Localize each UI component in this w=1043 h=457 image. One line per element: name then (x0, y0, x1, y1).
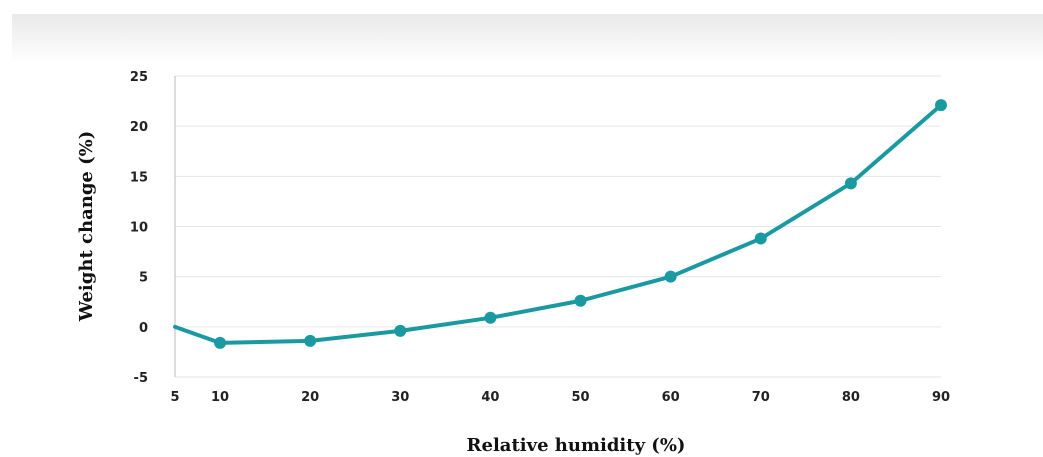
data-point (484, 311, 497, 324)
y-axis-title: Weight change (%) (76, 131, 97, 323)
data-point (304, 334, 317, 347)
data-point (664, 270, 677, 283)
data-point (754, 232, 767, 245)
gridlines (175, 75, 941, 378)
data-point (844, 177, 857, 190)
x-tick-label: 60 (662, 390, 680, 405)
y-tick-label: -5 (134, 371, 148, 386)
y-tick-label: 20 (130, 120, 148, 135)
x-tick-label: 40 (481, 390, 499, 405)
series-line (173, 103, 943, 345)
x-tick-label: 30 (391, 390, 409, 405)
y-tick-label: 5 (139, 271, 148, 286)
data-point (574, 294, 587, 307)
x-tick-label: 5 (170, 390, 179, 405)
y-tick-label: 0 (139, 321, 148, 336)
x-tick-label: 70 (752, 390, 770, 405)
x-tick-label: 80 (842, 390, 860, 405)
y-tick-label: 10 (130, 221, 148, 236)
chart-top-band (12, 14, 1043, 154)
y-tick-label: 15 (130, 170, 148, 185)
x-axis-title: Relative humidity (%) (467, 435, 686, 456)
data-point (214, 336, 227, 349)
data-point (935, 99, 947, 112)
x-tick-labels: 5 10 20 30 40 50 60 70 80 90 (170, 390, 950, 405)
x-tick-label: 20 (301, 390, 319, 405)
x-tick-label: 90 (932, 390, 950, 405)
series (173, 99, 947, 349)
y-tick-labels: -5 0 5 10 15 20 25 (130, 70, 148, 386)
data-point (394, 324, 407, 337)
x-tick-label: 50 (571, 390, 589, 405)
x-tick-label: 10 (211, 390, 229, 405)
y-tick-label: 25 (130, 70, 148, 85)
